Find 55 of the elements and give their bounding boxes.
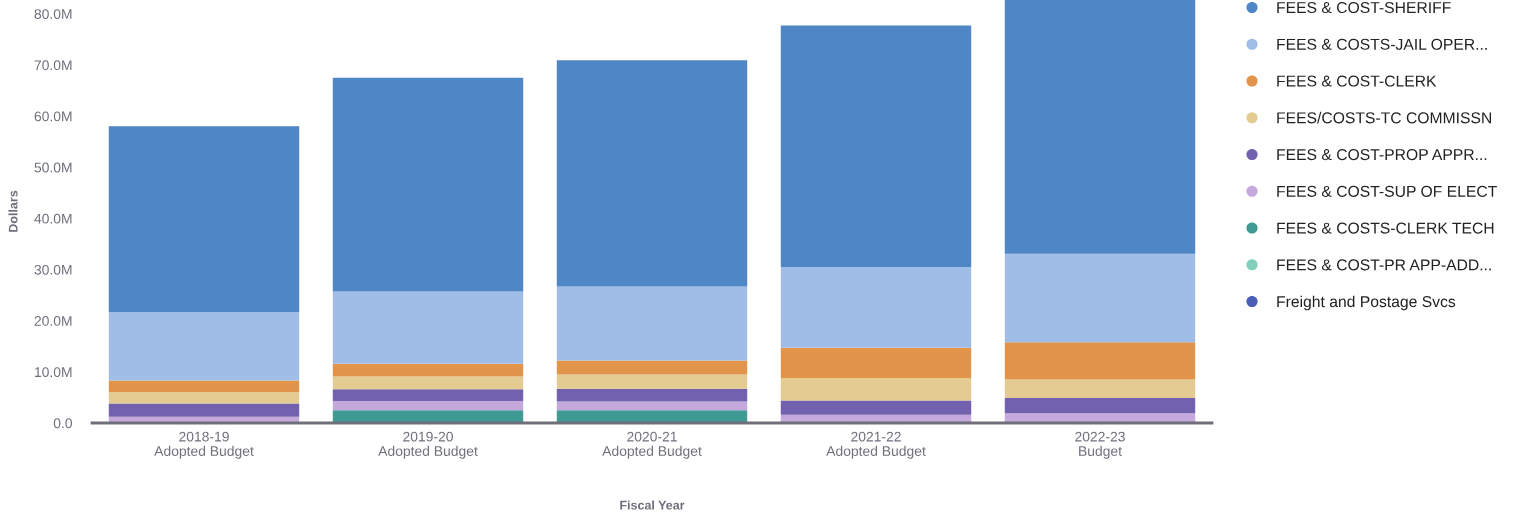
y-tick-label: 10.0M <box>35 367 72 378</box>
bar <box>556 401 748 411</box>
bar <box>780 377 972 401</box>
legend-label: FEES & COST-CLERK <box>1277 75 1437 87</box>
bar <box>1004 413 1196 423</box>
legend-label: FEES & COST-SHERIFF <box>1277 1 1451 14</box>
bar <box>108 392 300 404</box>
bar <box>556 360 748 375</box>
bar <box>1004 397 1196 414</box>
x-tick-label: 2018-19 Adopted Budget <box>154 431 254 459</box>
y-tick-label: 40.0M <box>34 213 72 224</box>
legend-label: FEES & COSTS-CLERK TECH <box>1277 222 1494 234</box>
bar <box>780 267 972 348</box>
legend-label: FEES & COST-PR APP-ADD... <box>1277 259 1491 271</box>
x-tick-label: 2022-23 Budget <box>1075 431 1125 459</box>
bar <box>332 376 524 390</box>
y-tick-label: 50.0M <box>34 162 72 173</box>
y-axis-title: Dollars <box>8 190 18 232</box>
bar <box>1004 342 1196 380</box>
bar <box>556 374 748 389</box>
bar <box>332 401 524 411</box>
y-tick-label: 20.0M <box>34 316 72 326</box>
bar <box>1004 253 1196 343</box>
bar <box>332 389 524 402</box>
legend-label: FEES & COST-SUP OF ELECT <box>1277 185 1497 197</box>
legend-label: FEES & COSTS-JAIL OPER... <box>1277 38 1487 50</box>
bar <box>108 126 300 313</box>
bar <box>556 410 748 423</box>
legend-label: FEES/COSTS-TC COMMISSN <box>1277 111 1491 124</box>
bar <box>332 363 524 377</box>
y-tick-label: 70.0M <box>34 60 72 71</box>
bar <box>332 410 524 423</box>
y-tick-label: 80.0M <box>34 9 72 19</box>
y-tick-label: 30.0M <box>34 264 72 275</box>
bar <box>556 60 748 287</box>
bar <box>108 403 300 417</box>
x-axis-title: Fiscal Year <box>620 500 685 510</box>
bar <box>108 312 300 381</box>
bar <box>780 400 972 415</box>
bar <box>108 380 300 393</box>
y-tick-label: 60.0M <box>34 111 72 122</box>
bar <box>1004 379 1196 398</box>
x-tick-label: 2020-21 Adopted Budget <box>602 431 702 459</box>
x-tick-label: 2021-22 Adopted Budget <box>826 431 926 459</box>
bar <box>780 25 972 267</box>
y-tick-label: 0.0 <box>53 418 73 429</box>
legend-label: FEES & COST-PROP APPR... <box>1277 149 1487 161</box>
bar <box>332 77 524 292</box>
x-tick-label: 2019-20 Adopted Budget <box>378 431 478 459</box>
bar <box>556 388 748 402</box>
bar <box>332 291 524 364</box>
legend-label: Freight and Postage Svcs <box>1277 295 1456 311</box>
bar <box>556 286 748 361</box>
bar <box>1004 0 1196 254</box>
bar <box>780 347 972 378</box>
